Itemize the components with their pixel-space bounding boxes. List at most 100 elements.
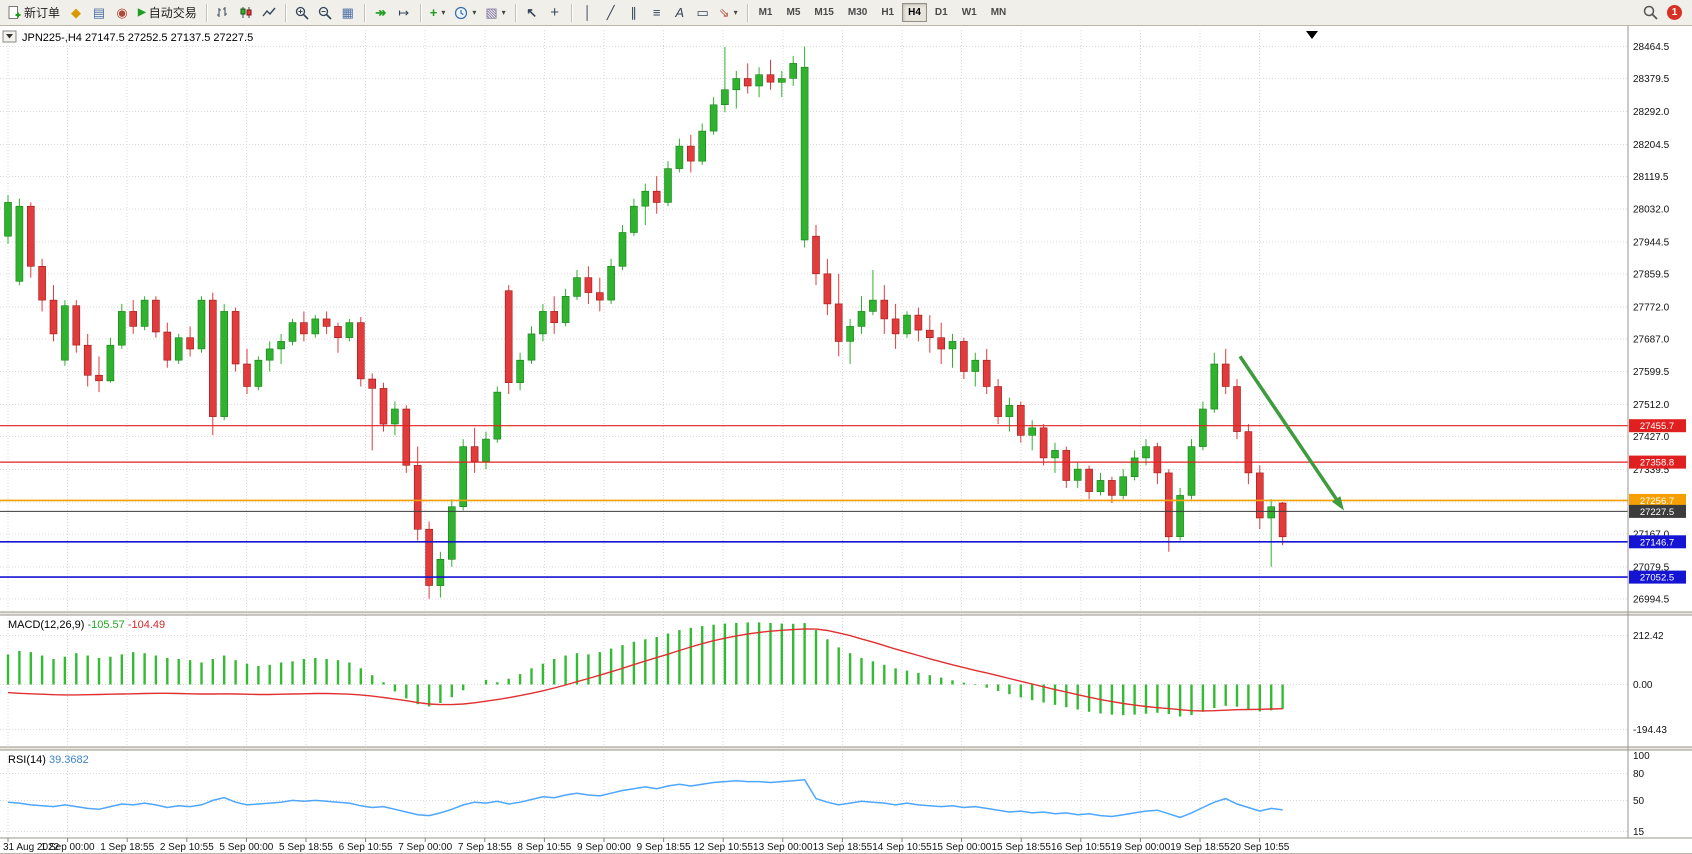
zoom-out-icon — [318, 6, 332, 20]
tile-windows-button[interactable]: ▦ — [337, 2, 359, 24]
timeframe-m30[interactable]: M30 — [842, 3, 873, 22]
svg-text:15 Sep 00:00: 15 Sep 00:00 — [932, 842, 992, 853]
svg-text:6 Sep 10:55: 6 Sep 10:55 — [339, 842, 393, 853]
zoom-out-button[interactable] — [314, 2, 336, 24]
svg-text:31 Aug 2022: 31 Aug 2022 — [3, 842, 60, 853]
timeframe-h1[interactable]: H1 — [875, 3, 900, 22]
auto-trading-button[interactable]: ▶ 自动交易 — [134, 2, 201, 24]
svg-text:80: 80 — [1633, 769, 1645, 780]
data-window-button[interactable]: ▤ — [88, 2, 110, 24]
channel-tool-button[interactable]: ∥ — [623, 2, 645, 24]
timeframe-m15[interactable]: M15 — [808, 3, 839, 22]
svg-text:28464.5: 28464.5 — [1633, 42, 1670, 53]
zoom-in-button[interactable] — [291, 2, 313, 24]
svg-text:15: 15 — [1633, 827, 1645, 838]
toolbar-separator — [746, 3, 748, 22]
cursor-tool-button[interactable]: ↖ — [521, 2, 543, 24]
trend-arrow-annotation — [1238, 355, 1344, 511]
label-tool-button[interactable]: ▭ — [692, 2, 714, 24]
crosshair-tool-button[interactable]: + — [544, 2, 566, 24]
text-tool-icon: A — [675, 5, 684, 20]
svg-text:14 Sep 10:55: 14 Sep 10:55 — [872, 842, 932, 853]
svg-text:1 Sep 18:55: 1 Sep 18:55 — [100, 842, 154, 853]
toolbar-separator — [570, 3, 572, 22]
chart-shift-button[interactable]: ↦ — [393, 2, 415, 24]
chart-shift-icon: ↦ — [398, 5, 410, 20]
channel-icon: ∥ — [630, 5, 637, 20]
fibonacci-tool-button[interactable]: ≡ — [646, 2, 668, 24]
bar-chart-icon — [216, 7, 227, 17]
bar-chart-button[interactable] — [212, 2, 234, 24]
svg-text:27512.0: 27512.0 — [1633, 400, 1670, 411]
templates-button[interactable]: ▧ ▾ — [481, 2, 509, 24]
vertical-line-icon: │ — [583, 5, 592, 20]
arrows-caret-icon: ▾ — [733, 8, 738, 17]
toolbar-separator — [205, 3, 207, 22]
candlesticks — [4, 46, 1287, 599]
templates-caret-icon: ▾ — [501, 8, 506, 17]
svg-text:15 Sep 18:55: 15 Sep 18:55 — [991, 842, 1051, 853]
navigator-button[interactable]: ◉ — [111, 2, 133, 24]
trendline-tool-button[interactable]: ╱ — [600, 2, 622, 24]
timeframe-mn[interactable]: MN — [985, 3, 1013, 22]
svg-text:28204.5: 28204.5 — [1633, 140, 1670, 151]
trendline-icon: ╱ — [606, 5, 615, 20]
zoom-in-icon — [295, 6, 309, 20]
svg-text:28032.0: 28032.0 — [1633, 205, 1670, 216]
svg-text:28292.0: 28292.0 — [1633, 107, 1670, 118]
svg-text:27427.0: 27427.0 — [1633, 432, 1670, 443]
toolbar-separator — [284, 3, 286, 22]
svg-text:2 Sep 10:55: 2 Sep 10:55 — [160, 842, 214, 853]
macd-panel: 212.42 0.00 -194.43 MACD(12,26,9) -105.57 -… — [0, 619, 1667, 736]
svg-text:20 Sep 10:55: 20 Sep 10:55 — [1230, 842, 1290, 853]
text-tool-button[interactable]: A — [669, 2, 691, 24]
arrows-tool-button[interactable]: ⇘ ▾ — [715, 2, 742, 24]
crosshair-icon: + — [550, 4, 560, 21]
svg-text:0.00: 0.00 — [1633, 680, 1653, 691]
line-chart-icon — [262, 7, 276, 17]
auto-trading-play-icon: ▶ — [138, 6, 146, 18]
svg-text:27227.5: 27227.5 — [1640, 507, 1674, 518]
auto-scroll-button[interactable]: ↠ — [370, 2, 392, 24]
svg-text:27358.8: 27358.8 — [1640, 458, 1674, 469]
timeframe-h4[interactable]: H4 — [902, 3, 927, 22]
svg-text:27944.5: 27944.5 — [1633, 238, 1670, 249]
svg-text:RSI(14) 39.3682: RSI(14) 39.3682 — [8, 754, 89, 766]
indicators-button[interactable]: + ▾ — [426, 2, 450, 24]
notification-badge[interactable]: 1 — [1667, 5, 1682, 20]
svg-text:27146.7: 27146.7 — [1640, 537, 1674, 548]
chart-background — [0, 26, 1692, 854]
search-button[interactable] — [1639, 2, 1662, 24]
search-icon — [1643, 5, 1658, 20]
indicators-caret-icon: ▾ — [441, 8, 446, 17]
market-watch-button[interactable]: ◆ — [65, 2, 87, 24]
new-order-icon — [8, 6, 21, 19]
vertical-line-tool-button[interactable]: │ — [577, 2, 599, 24]
periods-button[interactable]: ▾ — [450, 2, 480, 24]
timeframe-m1[interactable]: M1 — [753, 3, 779, 22]
svg-text:27339.5: 27339.5 — [1633, 465, 1670, 476]
svg-text:12 Sep 10:55: 12 Sep 10:55 — [693, 842, 753, 853]
navigator-icon: ◉ — [116, 5, 128, 20]
candlestick-chart-icon — [240, 7, 252, 18]
timeframe-d1[interactable]: D1 — [929, 3, 954, 22]
templates-icon: ▧ — [485, 5, 498, 20]
new-order-button[interactable]: 新订单 — [4, 2, 64, 24]
svg-text:27052.5: 27052.5 — [1640, 573, 1674, 584]
svg-text:16 Sep 10:55: 16 Sep 10:55 — [1051, 842, 1111, 853]
line-chart-button[interactable] — [258, 2, 280, 24]
timeframe-m5[interactable]: M5 — [781, 3, 807, 22]
timeframe-group: M1 M5 M15 M30 H1 H4 D1 W1 MN — [753, 3, 1013, 22]
candlestick-chart-button[interactable] — [235, 2, 257, 24]
cursor-icon: ↖ — [526, 5, 538, 20]
arrows-tool-icon: ⇘ — [718, 5, 730, 20]
svg-text:27167.0: 27167.0 — [1633, 530, 1670, 541]
svg-text:28379.5: 28379.5 — [1633, 74, 1670, 85]
timeframe-w1[interactable]: W1 — [956, 3, 983, 22]
data-window-icon: ▤ — [92, 5, 106, 20]
clock-icon — [455, 6, 468, 19]
